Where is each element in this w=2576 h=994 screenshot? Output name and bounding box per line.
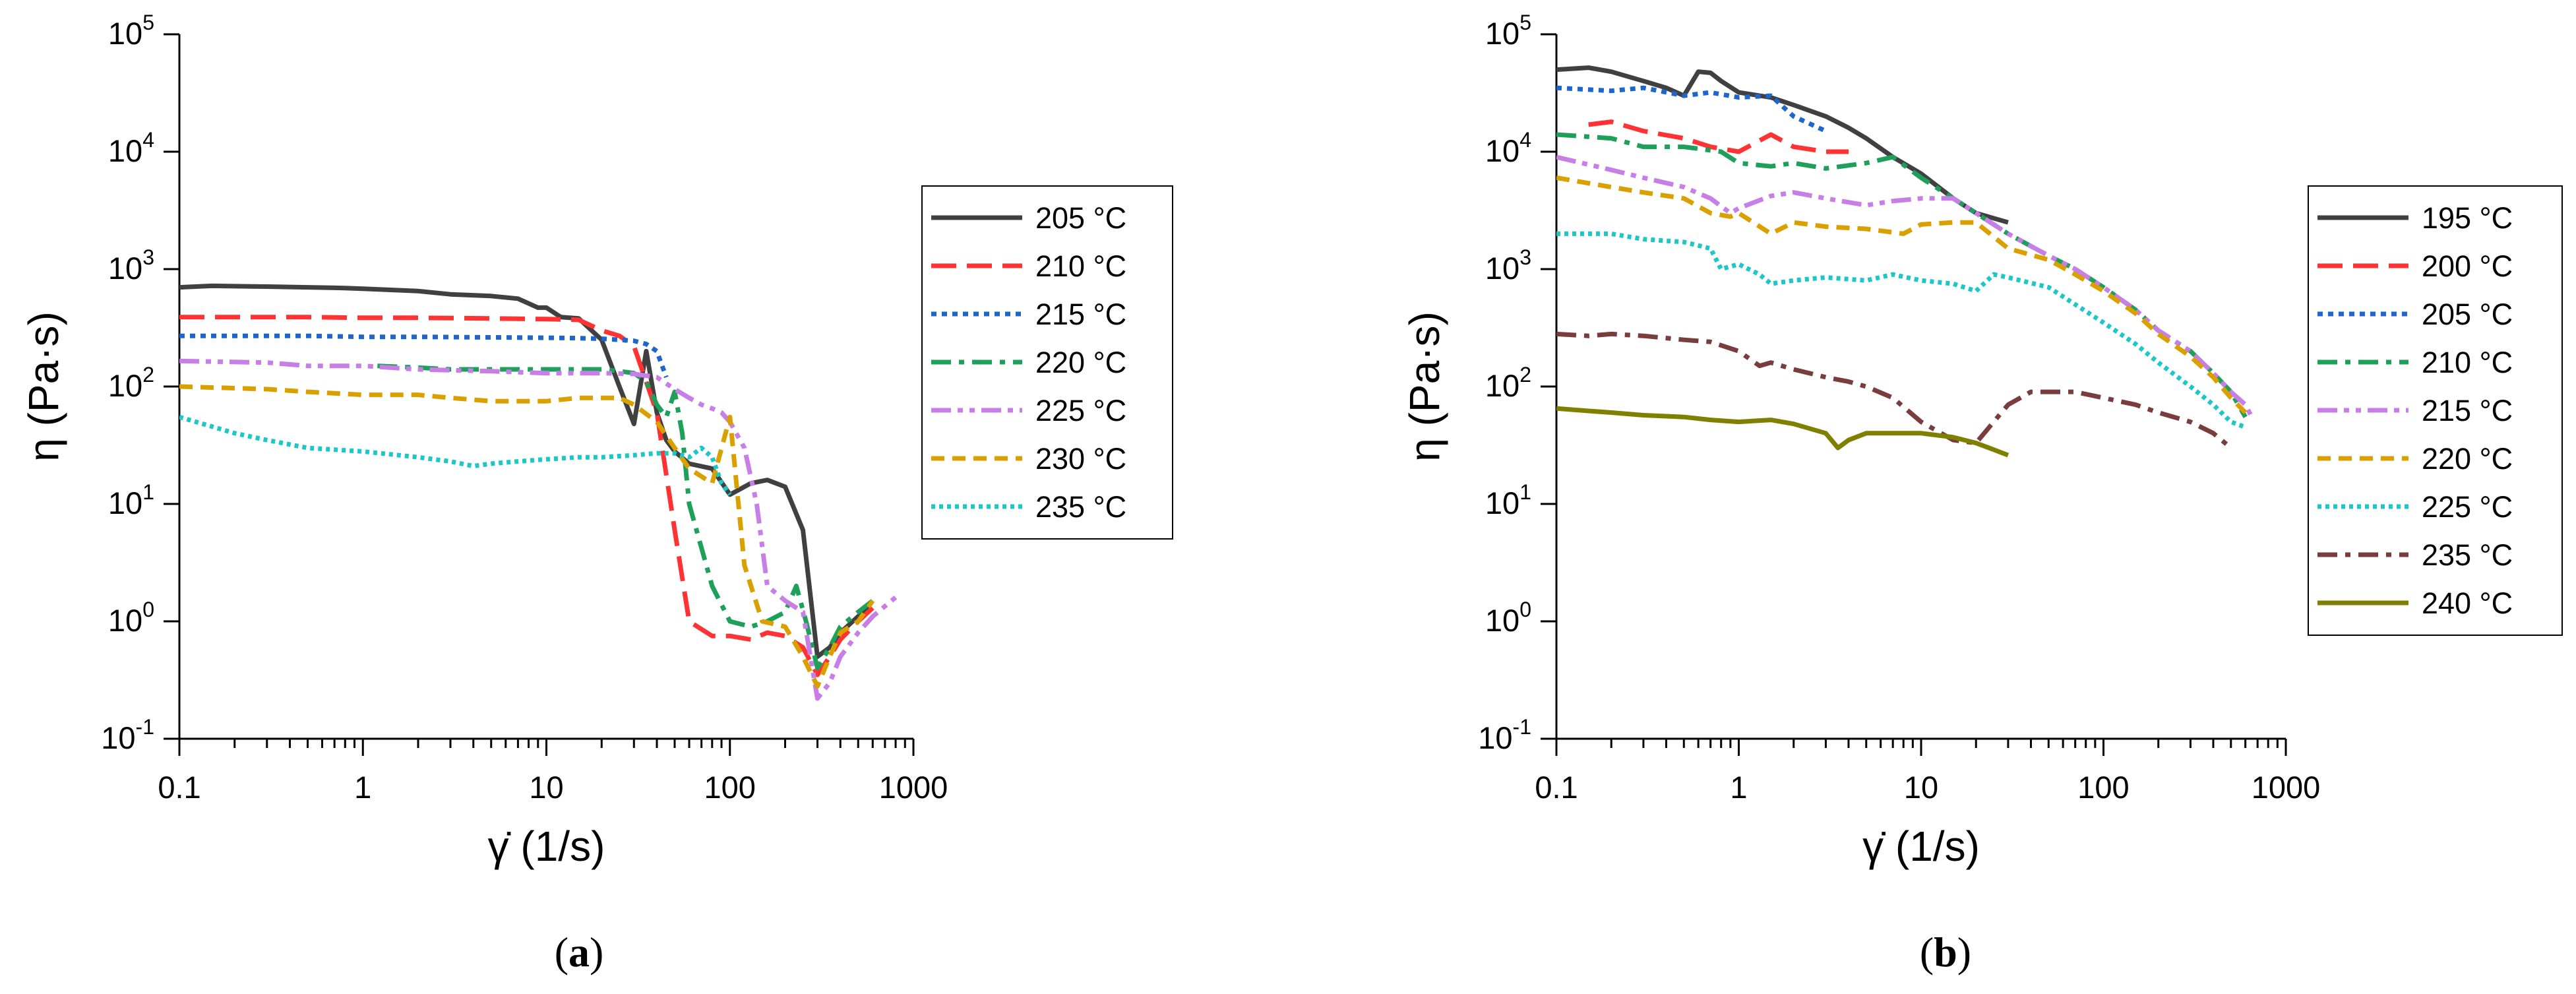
x-tick-label: 100 — [704, 770, 756, 805]
y-axis-title: η (Pa·s) — [1401, 311, 1448, 462]
y-tick-label: 100 — [108, 598, 154, 638]
x-tick-label: 1000 — [2252, 770, 2321, 805]
x-tick-label: 1 — [1730, 770, 1747, 805]
y-tick-label: 103 — [108, 245, 154, 286]
x-tick-label: 0.1 — [158, 770, 200, 805]
y-tick-label: 102 — [108, 363, 154, 403]
y-axis-title: η (Pa·s) — [20, 311, 67, 462]
series-line-200 — [1588, 119, 1849, 154]
y-tick-label: 103 — [1485, 245, 1531, 286]
y-tick-label: 10-1 — [1478, 715, 1531, 755]
panel-b: 0.1 1 10 100 1000 10-1 100 101 102 103 104 105 γ̇ (1… — [1401, 11, 2563, 976]
series-line-210 — [179, 315, 874, 677]
legend-label: 220 °C — [2422, 442, 2513, 476]
legend-label: 215 °C — [1035, 297, 1126, 331]
legend-label: 210 °C — [2422, 346, 2513, 379]
series-group — [1556, 65, 2254, 458]
legend-label: 215 °C — [2422, 394, 2513, 427]
legend-label: 220 °C — [1035, 346, 1126, 379]
y-tick-label: 101 — [108, 480, 154, 520]
legend-label: 200 °C — [2422, 249, 2513, 283]
y-tick-label: 10-1 — [101, 715, 154, 755]
series-line-240 — [1556, 406, 2009, 458]
legend-label: 210 °C — [1035, 249, 1126, 283]
legend-label: 240 °C — [2422, 586, 2513, 620]
series-line-235 — [1556, 331, 2233, 450]
series-group — [179, 283, 898, 701]
x-tick-label: 10 — [1904, 770, 1938, 805]
series-line-205 — [179, 283, 874, 660]
panel-caption: (b) — [1920, 929, 1971, 976]
series-line-220 — [1556, 175, 2248, 414]
x-tick-label: 10 — [529, 770, 563, 805]
y-tick-label: 104 — [1485, 128, 1531, 168]
y-tick-label: 102 — [1485, 363, 1531, 403]
x-axis-title: γ̇ (1/s) — [1862, 823, 1980, 870]
series-line-215 — [1556, 154, 2254, 418]
x-tick-label: 1 — [354, 770, 371, 805]
legend-label: 230 °C — [1035, 442, 1126, 476]
series-line-220 — [377, 363, 874, 671]
legend-label: 225 °C — [2422, 490, 2513, 524]
series-line-205 — [1556, 85, 1827, 133]
series-line-195 — [1556, 65, 2009, 225]
y-tick-label: 100 — [1485, 598, 1531, 638]
x-tick-label: 1000 — [879, 770, 948, 805]
y-tick-label: 105 — [1485, 11, 1531, 51]
y-tick-label: 104 — [108, 128, 154, 168]
x-tick-label: 100 — [2077, 770, 2129, 805]
legend-label: 205 °C — [2422, 297, 2513, 331]
legend-box — [2308, 185, 2563, 636]
panel-caption: (a) — [555, 929, 604, 976]
series-line-235 — [179, 414, 732, 496]
x-axis-title: γ̇ (1/s) — [488, 823, 605, 870]
legend-label: 235 °C — [2422, 538, 2513, 572]
y-tick-label: 105 — [108, 11, 154, 51]
panel-a: 0.1 1 10 100 1000 10-1 100 101 102 103 104 105 γ̇ (1… — [20, 11, 1173, 976]
y-tick-label: 101 — [1485, 480, 1531, 520]
legend-label: 235 °C — [1035, 490, 1126, 524]
series-line-230 — [179, 384, 875, 689]
legend-label: 195 °C — [2422, 201, 2513, 235]
x-tick-label: 0.1 — [1535, 770, 1578, 805]
series-line-225 — [179, 358, 898, 701]
series-line-225 — [1556, 231, 2246, 429]
series-line-215 — [179, 333, 669, 379]
legend-label: 205 °C — [1035, 201, 1126, 235]
legend-label: 225 °C — [1035, 394, 1126, 427]
